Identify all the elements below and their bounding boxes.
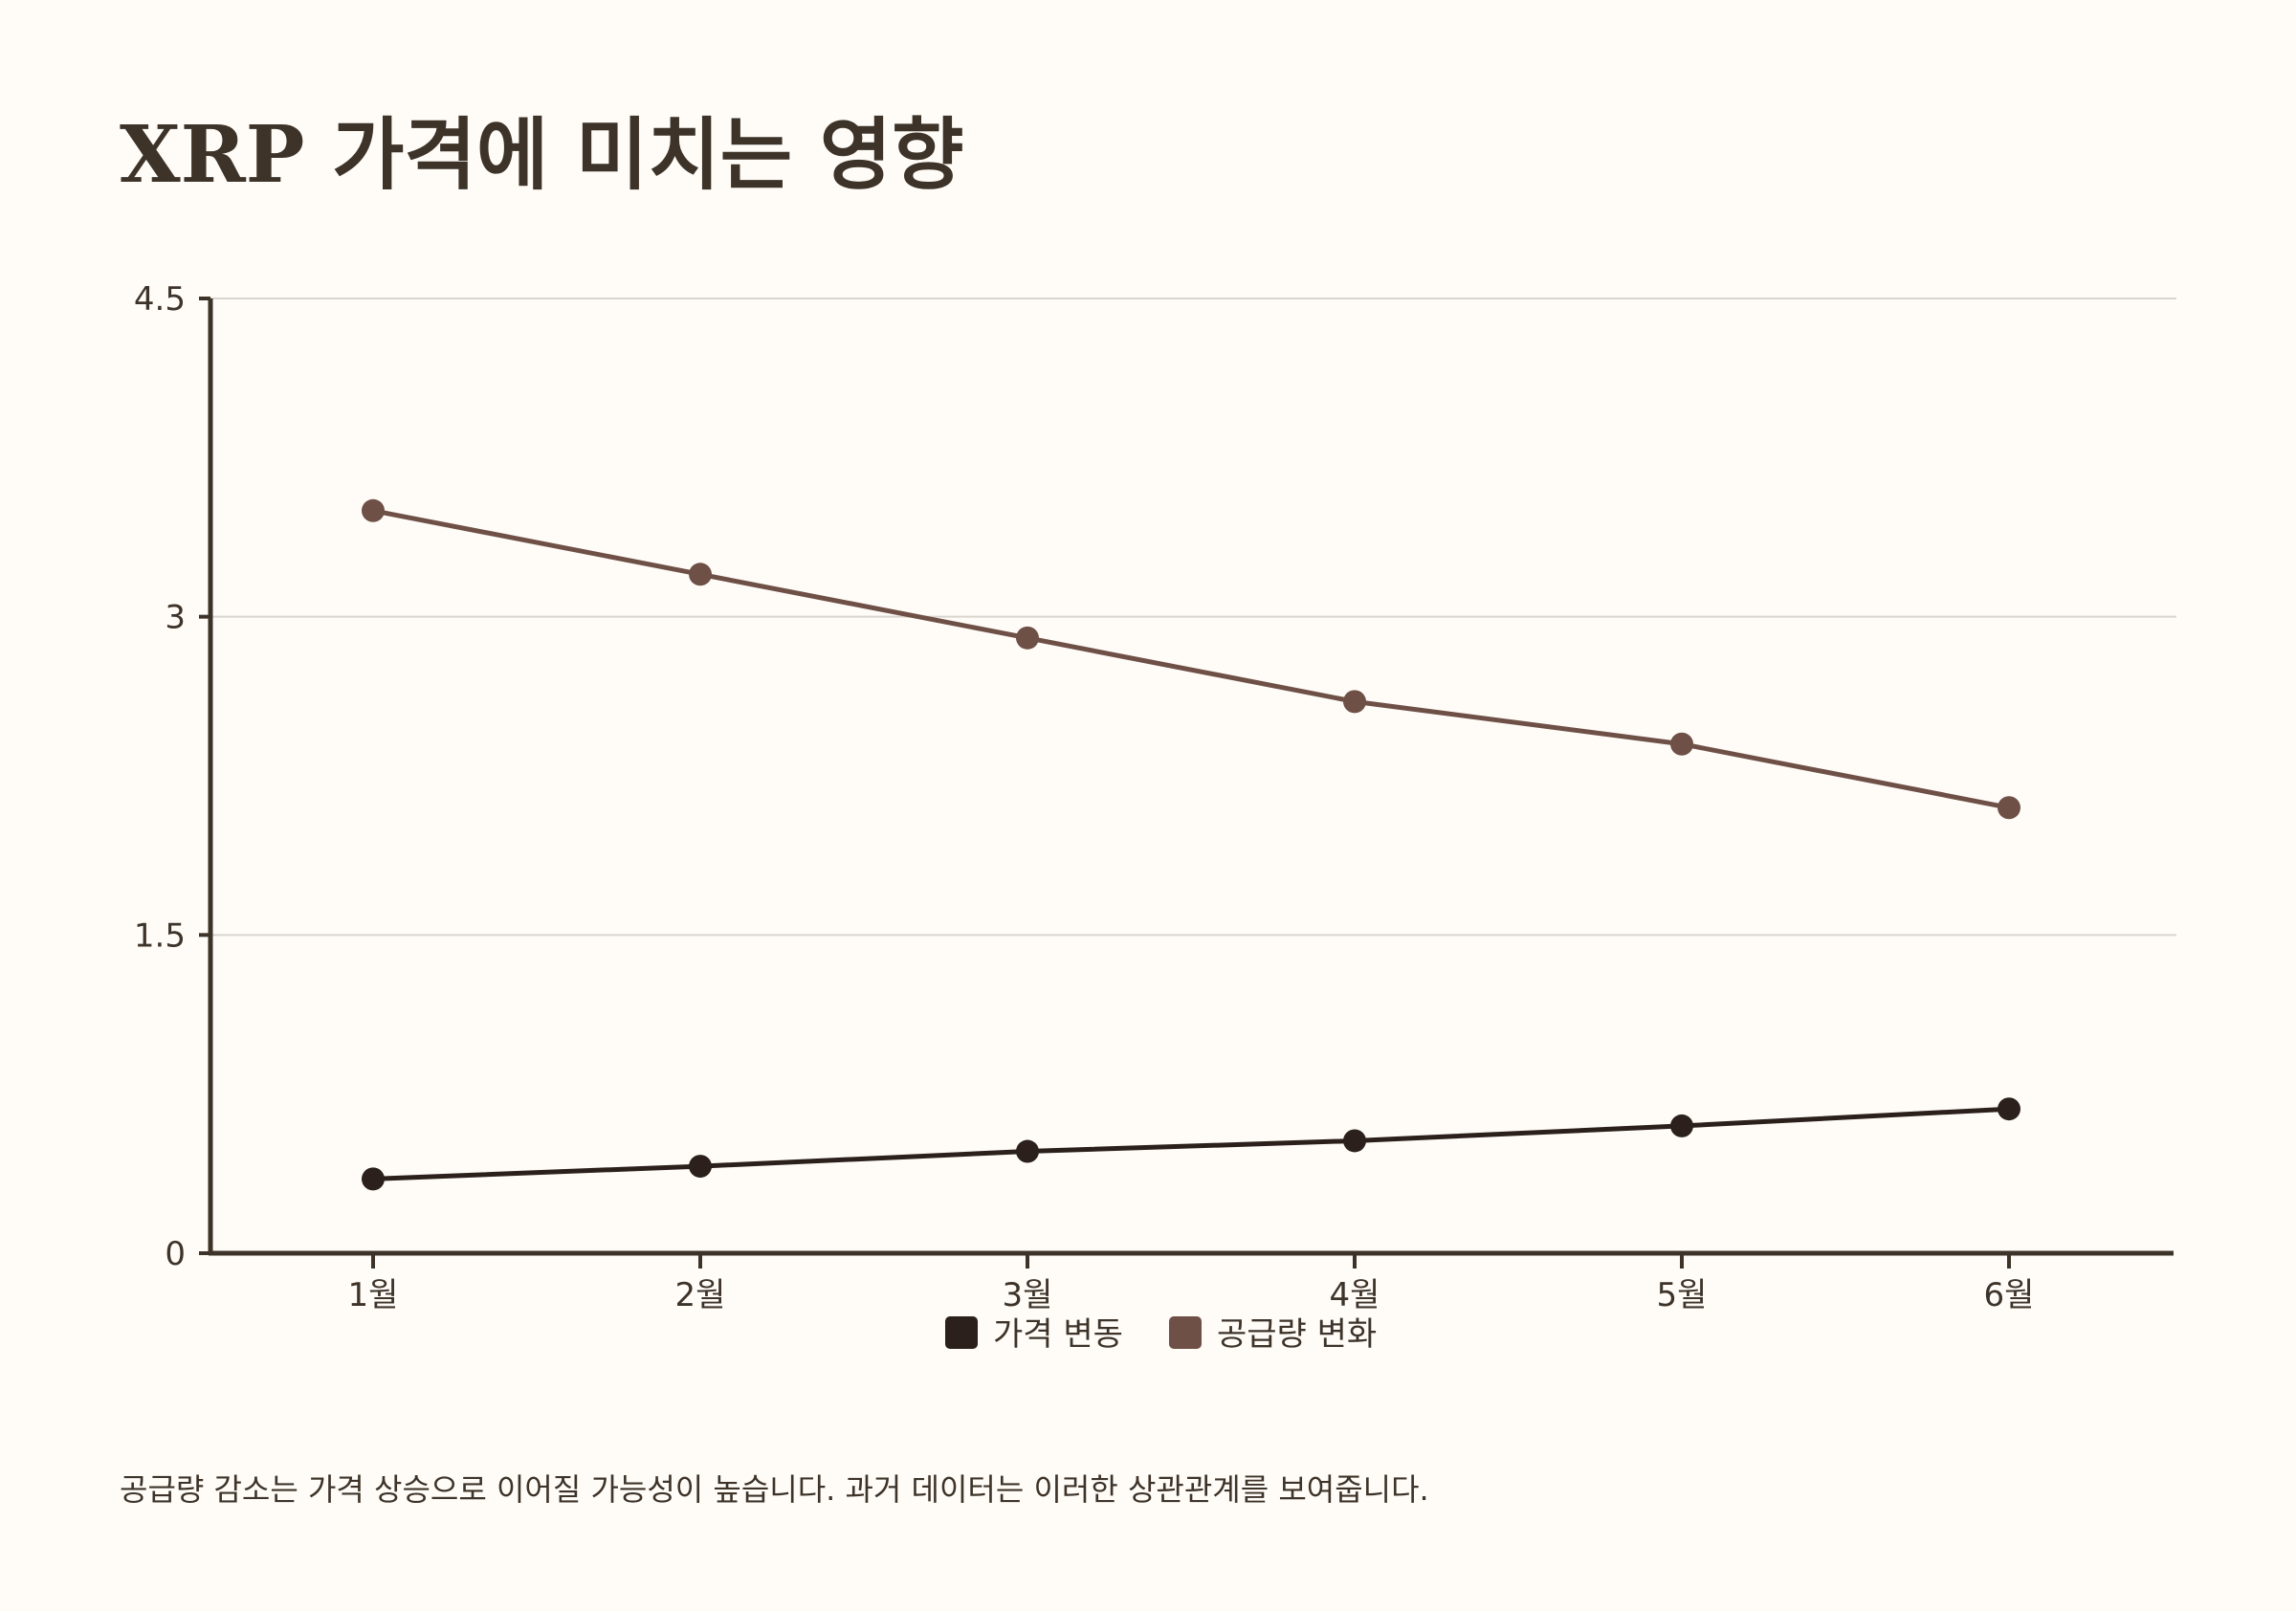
legend-label: 공급량 변화 bbox=[1217, 1315, 1377, 1354]
legend-item-1: 가격 변동 bbox=[945, 1315, 1123, 1354]
data-point bbox=[362, 498, 385, 522]
data-point bbox=[1016, 1139, 1039, 1163]
y-tick-label: 3 bbox=[165, 599, 186, 637]
chart-title: XRP 가격에 미치는 영향 bbox=[120, 109, 964, 201]
series-1 bbox=[362, 1097, 2020, 1191]
data-point bbox=[1343, 690, 1366, 714]
x-tick-label: 3월 bbox=[1003, 1276, 1053, 1314]
chart-caption: 공급량 감소는 가격 상승으로 이어질 가능성이 높습니다. 과거 데이터는 이… bbox=[120, 1471, 1429, 1508]
x-tick-label: 6월 bbox=[1984, 1276, 2035, 1314]
y-tick-label: 1.5 bbox=[134, 916, 186, 955]
x-tick-labels: 1월 2월 3월 4월 5월 6월 bbox=[348, 1253, 2035, 1314]
x-tick-label: 1월 bbox=[348, 1276, 399, 1314]
data-point bbox=[1998, 796, 2020, 820]
data-point bbox=[689, 1155, 712, 1179]
x-tick-label: 4월 bbox=[1330, 1276, 1380, 1314]
y-tick-labels: 0 1.5 3 4.5 bbox=[134, 280, 210, 1273]
data-point bbox=[689, 563, 712, 586]
legend-swatch bbox=[945, 1316, 978, 1349]
data-point bbox=[1670, 732, 1693, 756]
legend-item-2: 공급량 변화 bbox=[1169, 1315, 1377, 1354]
data-point bbox=[1343, 1129, 1366, 1153]
legend-label: 가격 변동 bbox=[993, 1315, 1123, 1354]
series-2 bbox=[362, 498, 2020, 820]
series-layer bbox=[362, 498, 2020, 1191]
data-point bbox=[1998, 1097, 2020, 1121]
y-tick-label: 4.5 bbox=[134, 280, 186, 319]
y-tick-label: 0 bbox=[165, 1235, 186, 1273]
x-tick-label: 2월 bbox=[675, 1276, 726, 1314]
data-point bbox=[1670, 1114, 1693, 1137]
grid-lines bbox=[210, 298, 2176, 937]
series-line bbox=[372, 508, 2010, 810]
x-tick-label: 5월 bbox=[1657, 1276, 1708, 1314]
data-point bbox=[1016, 626, 1039, 650]
legend-swatch bbox=[1169, 1316, 1202, 1349]
legend: 가격 변동 공급량 변화 bbox=[945, 1315, 1377, 1354]
series-line bbox=[372, 1106, 2010, 1181]
data-point bbox=[362, 1167, 385, 1191]
